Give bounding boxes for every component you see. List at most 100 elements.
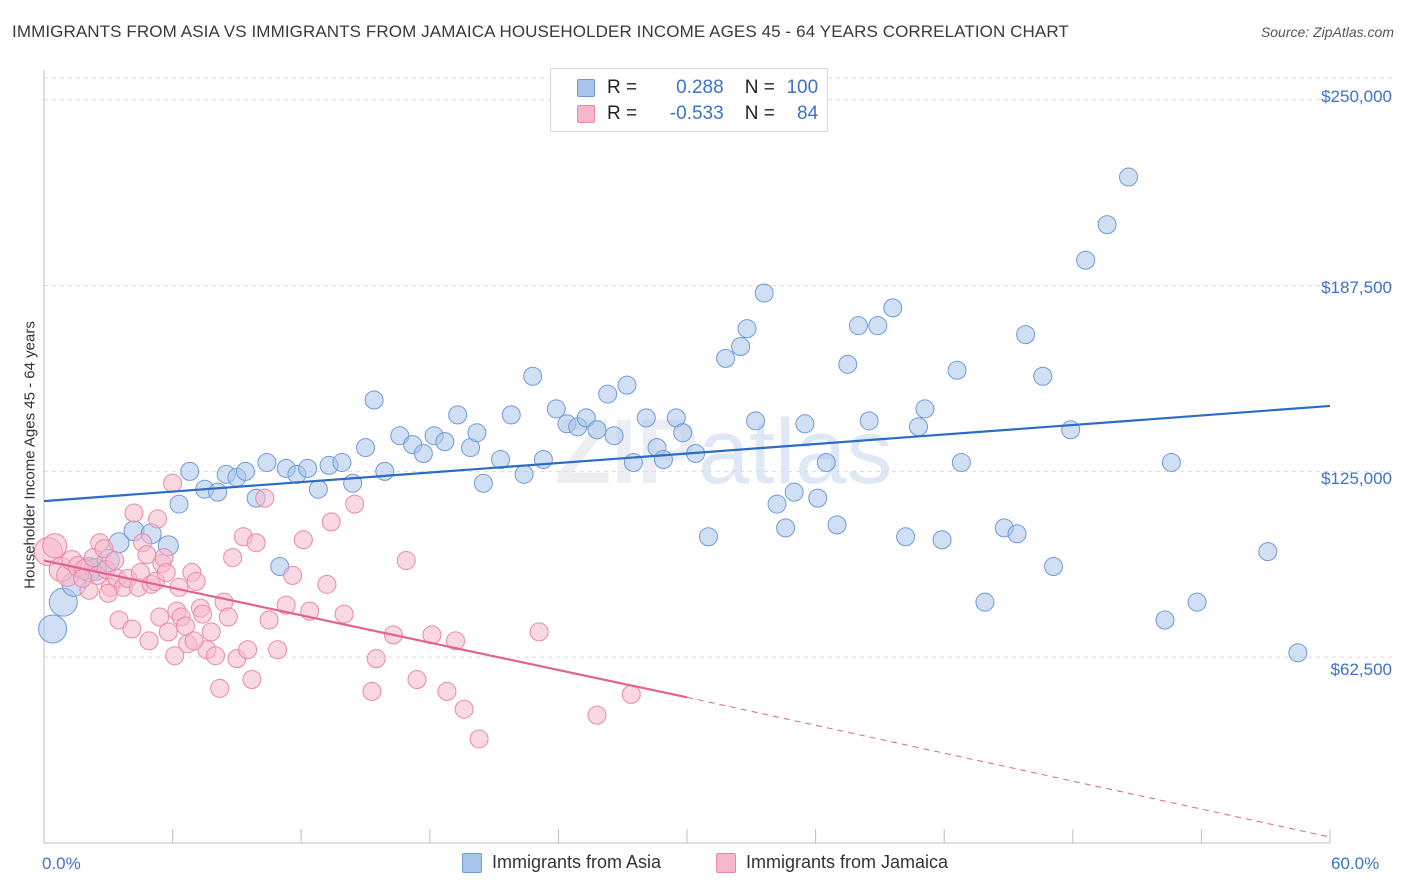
asia-point-49 xyxy=(598,384,618,404)
asia-point-35 xyxy=(448,405,468,425)
asia-point-64 xyxy=(754,283,774,303)
jamaica-point-70 xyxy=(396,551,416,571)
asia-point-16 xyxy=(235,461,255,481)
jamaica-point-54 xyxy=(242,669,262,689)
asia-point-18 xyxy=(257,452,277,472)
jamaica-point-57 xyxy=(259,610,279,630)
asia-point-77 xyxy=(896,527,916,547)
jamaica-point-80 xyxy=(98,583,118,603)
jamaica-point-64 xyxy=(321,512,341,532)
asia-point-60 xyxy=(716,348,736,368)
asia-point-44 xyxy=(546,399,566,419)
jamaica-point-68 xyxy=(366,649,386,669)
asia-n-value: 100 xyxy=(786,77,819,98)
asia-point-90 xyxy=(1076,250,1096,270)
asia-trendline xyxy=(43,404,1331,503)
asia-point-62 xyxy=(737,319,757,339)
jamaica-legend-swatch xyxy=(716,852,736,873)
asia-point-86 xyxy=(1016,325,1036,345)
asia-point-50 xyxy=(604,426,624,446)
asia-point-83 xyxy=(975,592,995,612)
asia-point-82 xyxy=(951,452,971,472)
jamaica-point-59 xyxy=(276,595,296,615)
jamaica-point-83 xyxy=(184,631,204,651)
x-tick-label-max: 60.0% xyxy=(1331,854,1380,873)
jamaica-point-32 xyxy=(156,562,176,582)
asia-point-25 xyxy=(332,452,352,472)
asia-point-74 xyxy=(859,411,879,431)
asia-point-57 xyxy=(673,423,693,443)
asia-point-55 xyxy=(653,449,673,469)
asia-point-78 xyxy=(908,417,928,437)
bottom-legend-asia: Immigrants from Asia xyxy=(462,852,661,873)
asia-point-38 xyxy=(473,473,493,493)
jamaica-n-value: 84 xyxy=(797,103,819,124)
asia-point-92 xyxy=(1119,167,1139,187)
asia-point-53 xyxy=(636,408,656,428)
asia-point-70 xyxy=(816,452,836,472)
jamaica-point-45 xyxy=(201,622,221,642)
jamaica-point-56 xyxy=(255,488,275,508)
asia-r-value: 0.288 xyxy=(676,77,724,98)
jamaica-point-61 xyxy=(293,530,313,550)
asia-point-47 xyxy=(576,408,596,428)
jamaica-point-63 xyxy=(317,574,337,594)
jamaica-point-46 xyxy=(205,646,225,666)
jamaica-point-19 xyxy=(122,619,142,639)
jamaica-point-20 xyxy=(124,503,144,523)
asia-point-72 xyxy=(838,354,858,374)
asia-point-71 xyxy=(827,515,847,535)
jamaica-point-50 xyxy=(223,548,243,568)
asia-point-69 xyxy=(808,488,828,508)
asia-point-67 xyxy=(784,482,804,502)
asia-point-89 xyxy=(1061,420,1081,440)
legend-row-asia: R = 0.288 N = 100 xyxy=(577,77,818,99)
y-tick-label-62500: $62,500 xyxy=(1330,660,1392,679)
asia-point-37 xyxy=(467,423,487,443)
asia-point-96 xyxy=(1258,542,1278,562)
y-axis-label: Householder Income Ages 45 - 64 years xyxy=(21,321,39,589)
asia-point-91 xyxy=(1097,215,1117,235)
jamaica-point-76 xyxy=(469,729,489,749)
asia-point-95 xyxy=(1187,592,1207,612)
asia-point-68 xyxy=(795,414,815,434)
asia-point-63 xyxy=(746,411,766,431)
jamaica-point-67 xyxy=(362,681,382,701)
jamaica-point-65 xyxy=(334,604,354,624)
asia-point-48 xyxy=(587,420,607,440)
asia-point-27 xyxy=(356,438,375,458)
asia-point-66 xyxy=(776,518,796,538)
jamaica-point-25 xyxy=(139,631,159,651)
jamaica-point-55 xyxy=(246,533,266,553)
jamaica-point-73 xyxy=(437,681,457,701)
jamaica-point-60 xyxy=(283,565,303,585)
jamaica-point-71 xyxy=(407,669,427,689)
jamaica-point-43 xyxy=(193,604,213,624)
asia-point-29 xyxy=(375,461,395,481)
asia-point-85 xyxy=(1007,524,1027,544)
source-credit: Source: ZipAtlas.com xyxy=(1260,24,1394,40)
jamaica-point-33 xyxy=(158,622,178,642)
jamaica-point-74 xyxy=(446,631,466,651)
asia-point-22 xyxy=(298,458,318,478)
asia-point-88 xyxy=(1044,557,1064,577)
jamaica-point-28 xyxy=(148,509,168,529)
jamaica-trendline-extension xyxy=(686,696,1331,838)
jamaica-point-29 xyxy=(150,607,170,627)
jamaica-point-34 xyxy=(163,473,183,493)
asia-point-94 xyxy=(1161,452,1181,472)
asia-point-10 xyxy=(169,494,189,514)
asia-point-43 xyxy=(533,449,553,469)
jamaica-point-82 xyxy=(165,646,185,666)
x-tick-label-min: 0.0% xyxy=(42,854,81,873)
jamaica-point-49 xyxy=(218,607,238,627)
correlation-legend: R = 0.288 N = 100 R = -0.533 N = 84 xyxy=(550,68,828,132)
asia-point-97 xyxy=(1288,643,1308,663)
asia-point-41 xyxy=(514,464,534,484)
asia-point-0 xyxy=(38,614,68,644)
asia-point-61 xyxy=(731,336,751,356)
y-tick-label-250000: $250,000 xyxy=(1321,87,1392,106)
jamaica-point-14 xyxy=(105,551,125,571)
jamaica-point-41 xyxy=(186,571,206,591)
